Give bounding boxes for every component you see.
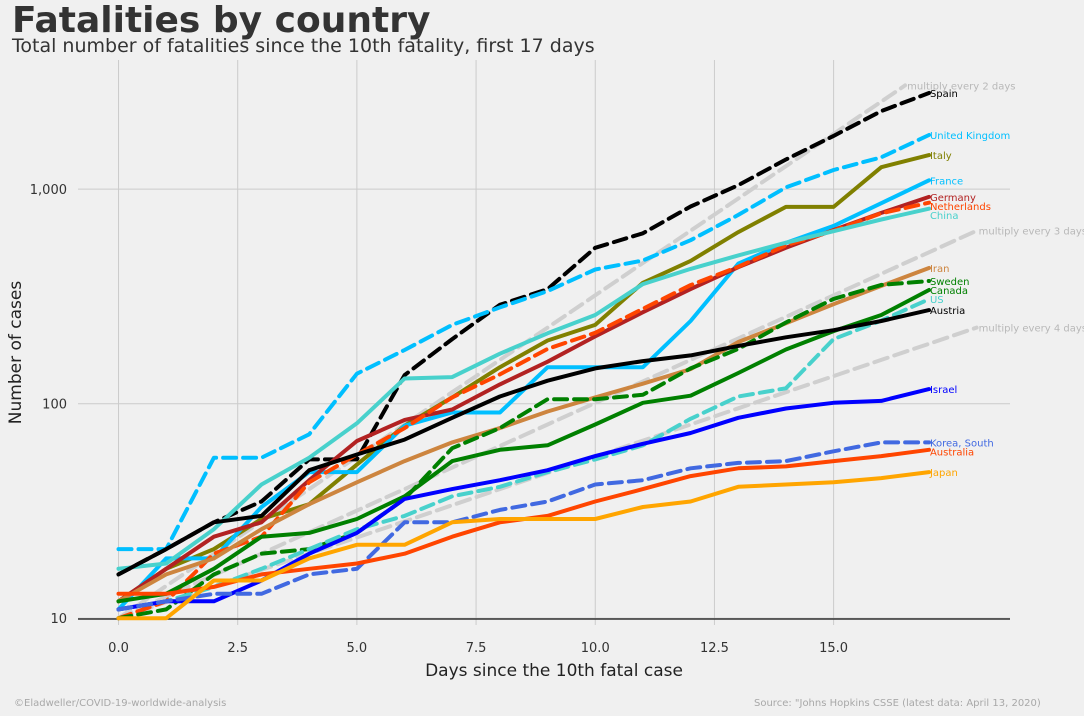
reference-line-label: multiply every 3 days [979,227,1084,238]
y-tick-label: 10 [50,612,67,627]
series-label: Canada [930,286,968,297]
reference-line-label: multiply every 2 days [907,81,1015,92]
axis-ticks: 0.0 2.5 5.0 7.5 10.0 12.5 15.0 10 100 1,000 [30,183,848,656]
reference-line-label: multiply every 4 days [979,324,1084,335]
reference-line [116,83,908,621]
series-label: Sweden [930,277,970,288]
series-label: Korea, South [930,438,994,449]
series-line-israel [116,387,931,612]
series-line-sweden [116,279,931,621]
chart-title: Fatalities by country [12,0,431,41]
series-line-netherlands [116,200,931,621]
series-label: Japan [929,468,958,479]
series-line-australia [116,447,931,596]
series-label: Italy [930,151,952,162]
series-label: Austria [930,306,965,317]
series-line-iran [116,266,931,604]
series-line-spain [116,91,931,577]
y-tick-label: 100 [42,398,67,413]
series-label: US [930,295,944,306]
series-label: Iran [930,264,950,275]
x-tick-label: 15.0 [819,641,848,656]
series-label: Australia [930,447,974,458]
chart-subtitle: Total number of fatalities since the 10t… [12,35,595,57]
series-label: Spain [930,89,958,100]
series-line-korea-south [116,440,931,612]
series-label: Germany [930,193,976,204]
series-label: France [930,176,963,187]
footer-credit: ©Eladweller/COVID-19-worldwide-analysis [14,698,227,709]
series-line-us [116,297,931,612]
footer-source: Source: "Johns Hopkins CSSE (latest data… [754,698,1041,709]
series-line-japan [116,470,931,621]
series-label: China [930,211,959,222]
x-axis-label: Days since the 10th fatal case [425,661,683,681]
series-lines [116,91,931,621]
series-label: Israel [930,385,957,396]
x-tick-label: 2.5 [227,641,248,656]
series-line-italy [116,153,931,604]
y-tick-label: 1,000 [30,183,67,198]
x-tick-label: 10.0 [581,641,610,656]
series-label: Netherlands [930,202,991,213]
y-axis-label: Number of cases [6,281,26,425]
series-line-united-kingdom [116,133,931,552]
series-labels: multiply every 2 days multiply every 3 da… [907,81,1084,479]
series-label: United Kingdom [930,131,1010,142]
series-line-canada [116,288,931,604]
series-line-china [116,206,931,571]
series-line-austria [116,308,931,577]
x-tick-label: 5.0 [347,641,368,656]
x-tick-label: 0.0 [108,641,129,656]
x-tick-label: 12.5 [700,641,729,656]
x-tick-label: 7.5 [466,641,487,656]
